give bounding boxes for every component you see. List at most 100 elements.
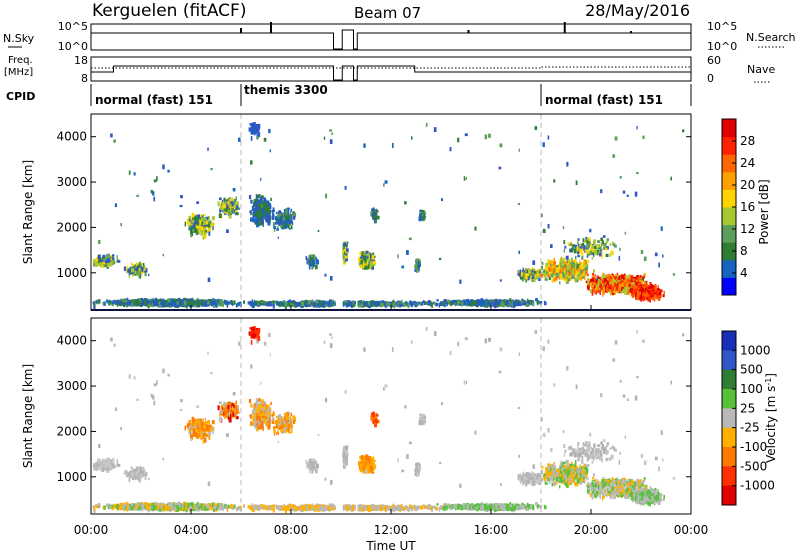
power-cell	[497, 301, 500, 305]
power-cell	[284, 301, 288, 306]
power-cell	[257, 203, 261, 207]
power-cell	[368, 254, 370, 260]
power-cell	[261, 208, 265, 212]
power-cell	[360, 252, 364, 257]
power-cell	[547, 274, 550, 278]
power-cell	[284, 212, 286, 217]
power-cell	[254, 204, 258, 209]
power-cell	[510, 300, 513, 304]
power-cell	[364, 260, 367, 265]
power-cell	[279, 217, 282, 220]
power-cell	[188, 225, 192, 229]
power-cell	[236, 212, 239, 216]
power-cell	[584, 263, 587, 266]
power-cell	[284, 304, 287, 310]
noise-right-label: N.Search	[746, 31, 796, 44]
power-cell	[93, 260, 96, 264]
nave-line	[91, 66, 691, 69]
power-cell	[190, 229, 193, 235]
power-cell	[142, 268, 145, 274]
power-cell	[153, 300, 157, 304]
power-cell	[599, 292, 601, 295]
power-cell	[156, 301, 159, 307]
power-cell	[526, 303, 529, 308]
power-cell	[576, 267, 579, 271]
power-cell	[556, 265, 559, 269]
power-cell	[256, 203, 259, 209]
power-cell	[281, 225, 285, 229]
power-cell	[597, 275, 599, 281]
power-cell	[579, 262, 581, 266]
power-cell	[95, 262, 98, 267]
beam-title: Beam 07	[354, 4, 421, 22]
power-cell	[211, 222, 214, 226]
power-cell	[141, 298, 143, 304]
power-cell	[556, 273, 559, 278]
power-cell	[130, 270, 134, 275]
power-cell	[270, 197, 272, 202]
power-cell	[584, 260, 586, 263]
power-cell	[275, 211, 278, 215]
power-cell	[414, 302, 416, 307]
power-cell	[279, 222, 283, 226]
power-cell	[555, 267, 559, 273]
power-cell	[228, 207, 230, 211]
power-cell	[516, 301, 519, 307]
power-cell	[308, 264, 311, 270]
power-cell	[102, 254, 106, 260]
power-cell	[119, 298, 123, 303]
power-cell	[525, 279, 528, 283]
power-cell	[360, 259, 363, 265]
power-cell	[372, 207, 375, 210]
power-cell	[307, 300, 311, 305]
power-cell	[345, 257, 348, 262]
power-cell	[252, 124, 254, 129]
power-cell	[480, 301, 483, 307]
power-cell	[477, 301, 481, 307]
power-cell	[184, 300, 187, 306]
power-cell	[252, 211, 256, 216]
power-cell	[491, 301, 493, 305]
power-cell	[210, 300, 214, 303]
power-cell	[522, 301, 526, 306]
power-cell	[128, 271, 132, 274]
power-cell	[222, 204, 226, 209]
power-cell	[209, 301, 211, 306]
power-cell	[574, 273, 576, 277]
power-cell	[551, 267, 554, 271]
power-cell	[110, 255, 114, 258]
power-cell	[353, 301, 357, 305]
power-cell	[227, 209, 230, 213]
power-cell	[287, 217, 290, 223]
power-cell	[281, 224, 285, 228]
power-cell	[252, 123, 255, 128]
power-cell	[104, 258, 108, 263]
power-cell	[592, 289, 594, 293]
power-cell	[255, 301, 257, 307]
power-cell	[571, 257, 573, 263]
power-cell	[345, 251, 348, 254]
power-cell	[201, 300, 205, 304]
power-cell	[577, 273, 581, 276]
power-cell	[444, 299, 447, 302]
power-cell	[290, 225, 293, 230]
power-cell	[464, 300, 467, 306]
power-cell	[293, 212, 297, 218]
power-cell	[560, 265, 564, 268]
power-cell	[416, 262, 419, 265]
power-cell	[110, 259, 114, 264]
power-cell	[641, 277, 644, 282]
power-cell	[158, 298, 162, 302]
power-cell	[318, 299, 321, 303]
power-cell	[494, 303, 497, 309]
power-cell	[163, 301, 165, 306]
power-cell	[268, 205, 272, 209]
power-cell	[106, 259, 110, 263]
power-cell	[415, 258, 419, 263]
power-cell	[149, 301, 152, 305]
power-cell	[559, 267, 563, 271]
power-cell	[197, 214, 201, 219]
power-cell	[263, 198, 265, 203]
power-cell	[364, 257, 367, 262]
power-cell	[158, 304, 162, 308]
